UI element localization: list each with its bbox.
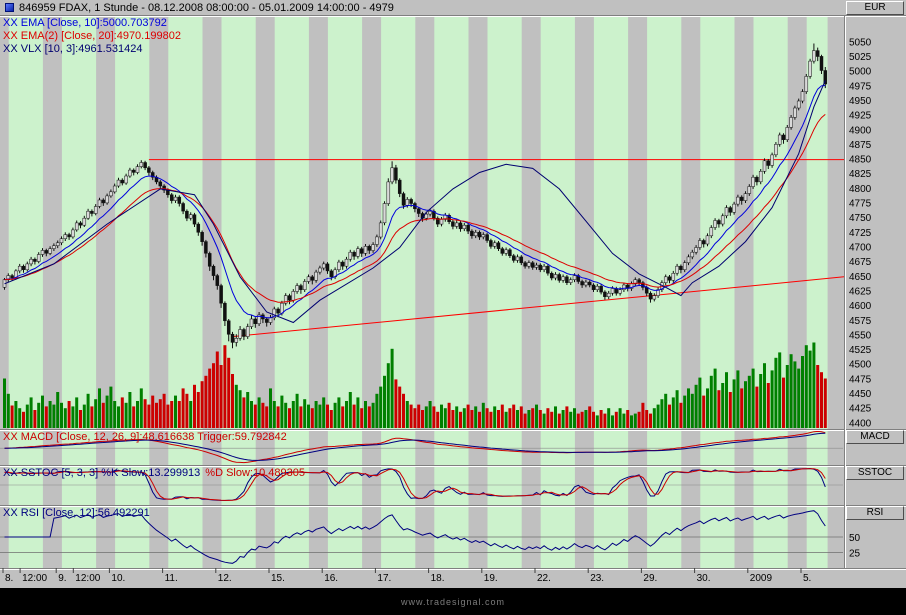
chart-icon	[5, 3, 14, 12]
watermark-text: www.tradesignal.com	[400, 596, 506, 607]
svg-text:4450: 4450	[849, 389, 872, 400]
svg-text:15.: 15.	[271, 573, 285, 584]
svg-text:8.: 8.	[5, 573, 13, 584]
svg-text:4650: 4650	[849, 272, 872, 283]
svg-text:4500: 4500	[849, 360, 872, 371]
watermark-bar: www.tradesignal.com	[0, 588, 906, 615]
svg-text:4925: 4925	[849, 111, 872, 122]
svg-text:17.: 17.	[377, 573, 391, 584]
chart-canvas[interactable]: 5025505050255000497549504925490048754850…	[0, 0, 906, 588]
svg-text:19.: 19.	[484, 573, 498, 584]
svg-text:4550: 4550	[849, 330, 872, 341]
svg-text:4400: 4400	[849, 418, 872, 429]
svg-text:4875: 4875	[849, 140, 872, 151]
svg-text:12:00: 12:00	[75, 573, 100, 584]
svg-text:4425: 4425	[849, 404, 872, 415]
svg-text:18.: 18.	[431, 573, 445, 584]
svg-text:4725: 4725	[849, 228, 872, 239]
svg-text:4775: 4775	[849, 199, 872, 210]
svg-text:5.: 5.	[803, 573, 811, 584]
svg-text:4575: 4575	[849, 316, 872, 327]
svg-text:4950: 4950	[849, 96, 872, 107]
svg-text:12:00: 12:00	[22, 573, 47, 584]
sstoc-axis-label[interactable]: SSTOC	[846, 466, 904, 480]
svg-text:4675: 4675	[849, 257, 872, 268]
svg-text:23.: 23.	[590, 573, 604, 584]
svg-text:4625: 4625	[849, 286, 872, 297]
svg-text:5050: 5050	[849, 37, 872, 48]
svg-text:12.: 12.	[218, 573, 232, 584]
svg-text:10.: 10.	[111, 573, 125, 584]
svg-text:4975: 4975	[849, 81, 872, 92]
svg-text:4900: 4900	[849, 125, 872, 136]
svg-text:29.: 29.	[643, 573, 657, 584]
svg-text:30.: 30.	[697, 573, 711, 584]
svg-text:5000: 5000	[849, 67, 872, 78]
svg-text:5025: 5025	[849, 52, 872, 63]
svg-text:11.: 11.	[165, 573, 178, 584]
svg-text:4850: 4850	[849, 155, 872, 166]
svg-text:50: 50	[849, 533, 861, 544]
price-axis-unit-label[interactable]: EUR	[846, 1, 904, 15]
svg-text:25: 25	[849, 549, 861, 560]
svg-text:4475: 4475	[849, 374, 872, 385]
rsi-axis-label[interactable]: RSI	[846, 506, 904, 520]
svg-text:4525: 4525	[849, 345, 872, 356]
title-bar: 846959 FDAX, 1 Stunde - 08.12.2008 08:00…	[0, 0, 844, 15]
chart-title: 846959 FDAX, 1 Stunde - 08.12.2008 08:00…	[19, 1, 394, 14]
svg-text:9.: 9.	[58, 573, 66, 584]
svg-text:2009: 2009	[750, 573, 773, 584]
svg-text:4825: 4825	[849, 169, 872, 180]
svg-text:4800: 4800	[849, 184, 872, 195]
svg-text:22.: 22.	[537, 573, 551, 584]
svg-text:4700: 4700	[849, 242, 872, 253]
svg-text:4750: 4750	[849, 213, 872, 224]
svg-text:16.: 16.	[324, 573, 338, 584]
svg-text:4600: 4600	[849, 301, 872, 312]
macd-axis-label[interactable]: MACD	[846, 430, 904, 444]
